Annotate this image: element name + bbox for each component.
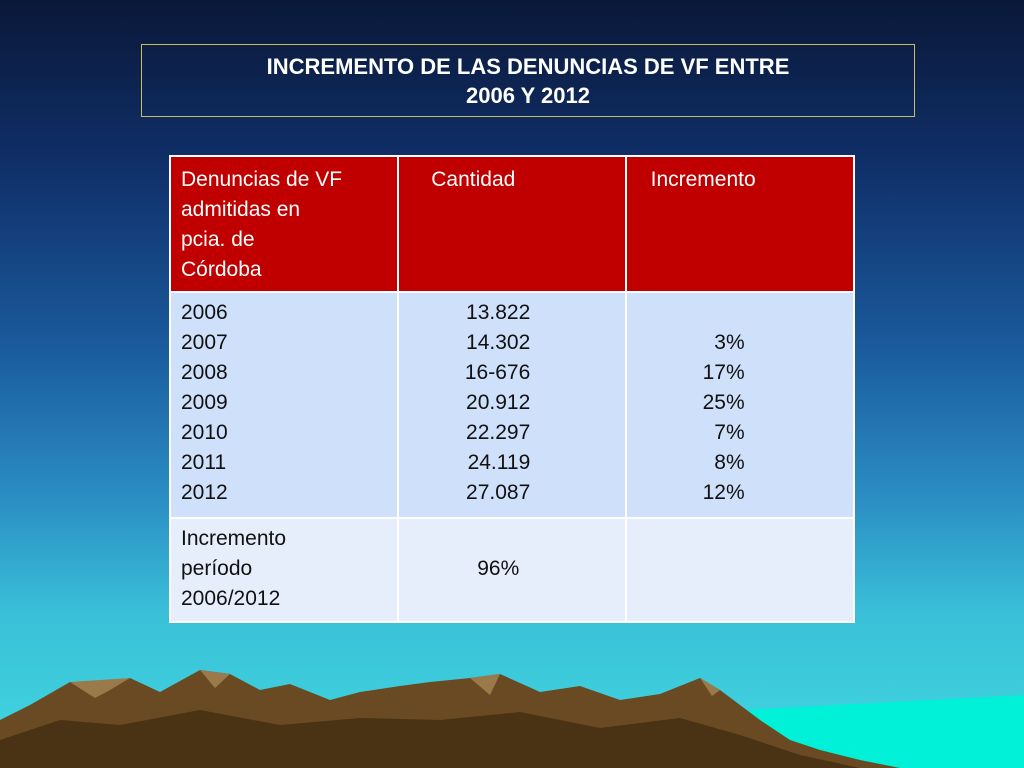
increment-value: 7% bbox=[714, 421, 745, 444]
years-cell: 2006 2007 2008 2009 2010 2011 2012 bbox=[168, 291, 400, 519]
table-header-row: Denuncias de VF admitidas en pcia. de Có… bbox=[168, 155, 856, 293]
year-value: 2008 bbox=[181, 361, 228, 384]
year-value: 2009 bbox=[181, 391, 228, 414]
increments-cell: 3% 17% 25% 7% 8% 12% bbox=[624, 291, 856, 519]
header-quantity-label: Cantidad bbox=[431, 168, 516, 191]
header-cell-quantity: Cantidad bbox=[397, 155, 627, 293]
slide-title-box: INCREMENTO DE LAS DENUNCIAS DE VF ENTRE … bbox=[141, 44, 915, 117]
mountain-shadow bbox=[0, 710, 860, 768]
total-value-cell: 96% bbox=[397, 517, 627, 623]
total-increment-value: 96% bbox=[477, 557, 520, 580]
increment-value bbox=[637, 298, 745, 328]
slide-title-line-2: 2006 Y 2012 bbox=[466, 82, 590, 108]
header-complaints-line: pcia. de bbox=[181, 228, 255, 251]
table-data-row: 2006 2007 2008 2009 2010 2011 2012 13.82… bbox=[168, 291, 856, 519]
increment-value: 25% bbox=[702, 391, 745, 414]
total-label-line: período bbox=[181, 557, 253, 580]
total-empty-cell bbox=[624, 517, 856, 623]
quantity-value: 27.087 bbox=[466, 481, 531, 504]
header-complaints-line: Córdoba bbox=[181, 258, 262, 281]
quantity-value: 24.119 bbox=[467, 451, 531, 474]
quantity-value: 20.912 bbox=[466, 391, 531, 414]
quantity-value: 14.302 bbox=[466, 331, 531, 354]
quantity-value: 22.297 bbox=[466, 421, 531, 444]
quantity-value: 16-676 bbox=[464, 361, 531, 384]
mountain-landscape-illustration bbox=[0, 670, 1024, 768]
year-value: 2012 bbox=[181, 481, 228, 504]
year-value: 2006 bbox=[181, 301, 228, 324]
slide-title-line-1: INCREMENTO DE LAS DENUNCIAS DE VF ENTRE bbox=[266, 53, 790, 79]
increment-value: 8% bbox=[714, 451, 745, 474]
complaints-table: Denuncias de VF admitidas en pcia. de Có… bbox=[168, 155, 856, 623]
header-complaints-line: admitidas en bbox=[181, 198, 301, 221]
year-value: 2007 bbox=[181, 331, 228, 354]
header-cell-increment: Incremento bbox=[624, 155, 856, 293]
table-total-row: Incremento período 2006/2012 96% bbox=[168, 517, 856, 623]
header-cell-complaints: Denuncias de VF admitidas en pcia. de Có… bbox=[168, 155, 400, 293]
quantity-value: 13.822 bbox=[466, 301, 531, 324]
increment-value: 3% bbox=[714, 331, 745, 354]
year-value: 2011 bbox=[181, 451, 227, 474]
increment-value: 17% bbox=[702, 361, 745, 384]
year-value: 2010 bbox=[181, 421, 228, 444]
total-label-line: Incremento bbox=[181, 527, 287, 550]
header-increment-label: Incremento bbox=[650, 168, 756, 191]
total-label-line: 2006/2012 bbox=[181, 587, 281, 610]
quantities-cell: 13.822 14.302 16-676 20.912 22.297 24.11… bbox=[397, 291, 627, 519]
increment-value: 12% bbox=[702, 481, 745, 504]
header-complaints-line: Denuncias de VF bbox=[181, 168, 343, 191]
total-label-cell: Incremento período 2006/2012 bbox=[168, 517, 400, 623]
